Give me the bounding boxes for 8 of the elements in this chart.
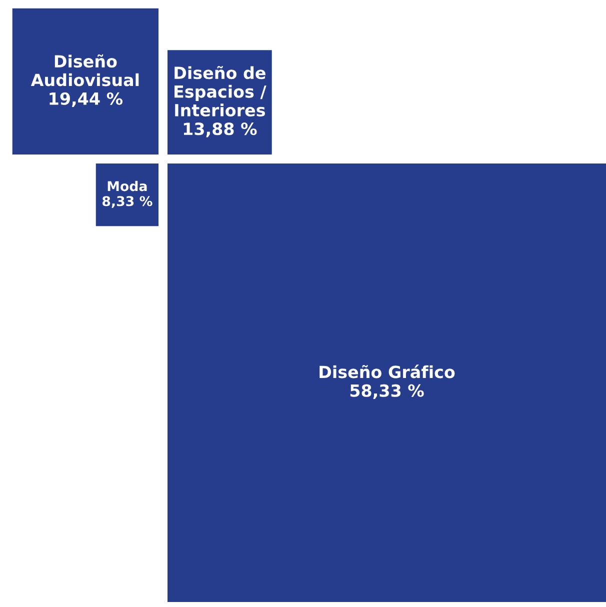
data-label: 8,33 % (102, 196, 152, 208)
data-label: 58,33 % (350, 384, 424, 400)
data-label: 19,44 % (50, 92, 123, 108)
category-label: Diseño Audiovisual (30, 54, 139, 86)
category-label: Diseño Gráfico (320, 364, 455, 378)
category-label: Moda (108, 180, 147, 192)
category-label: Diseño de Espacios / Interiores (174, 66, 266, 116)
data-label: 13,88 % (184, 122, 257, 138)
